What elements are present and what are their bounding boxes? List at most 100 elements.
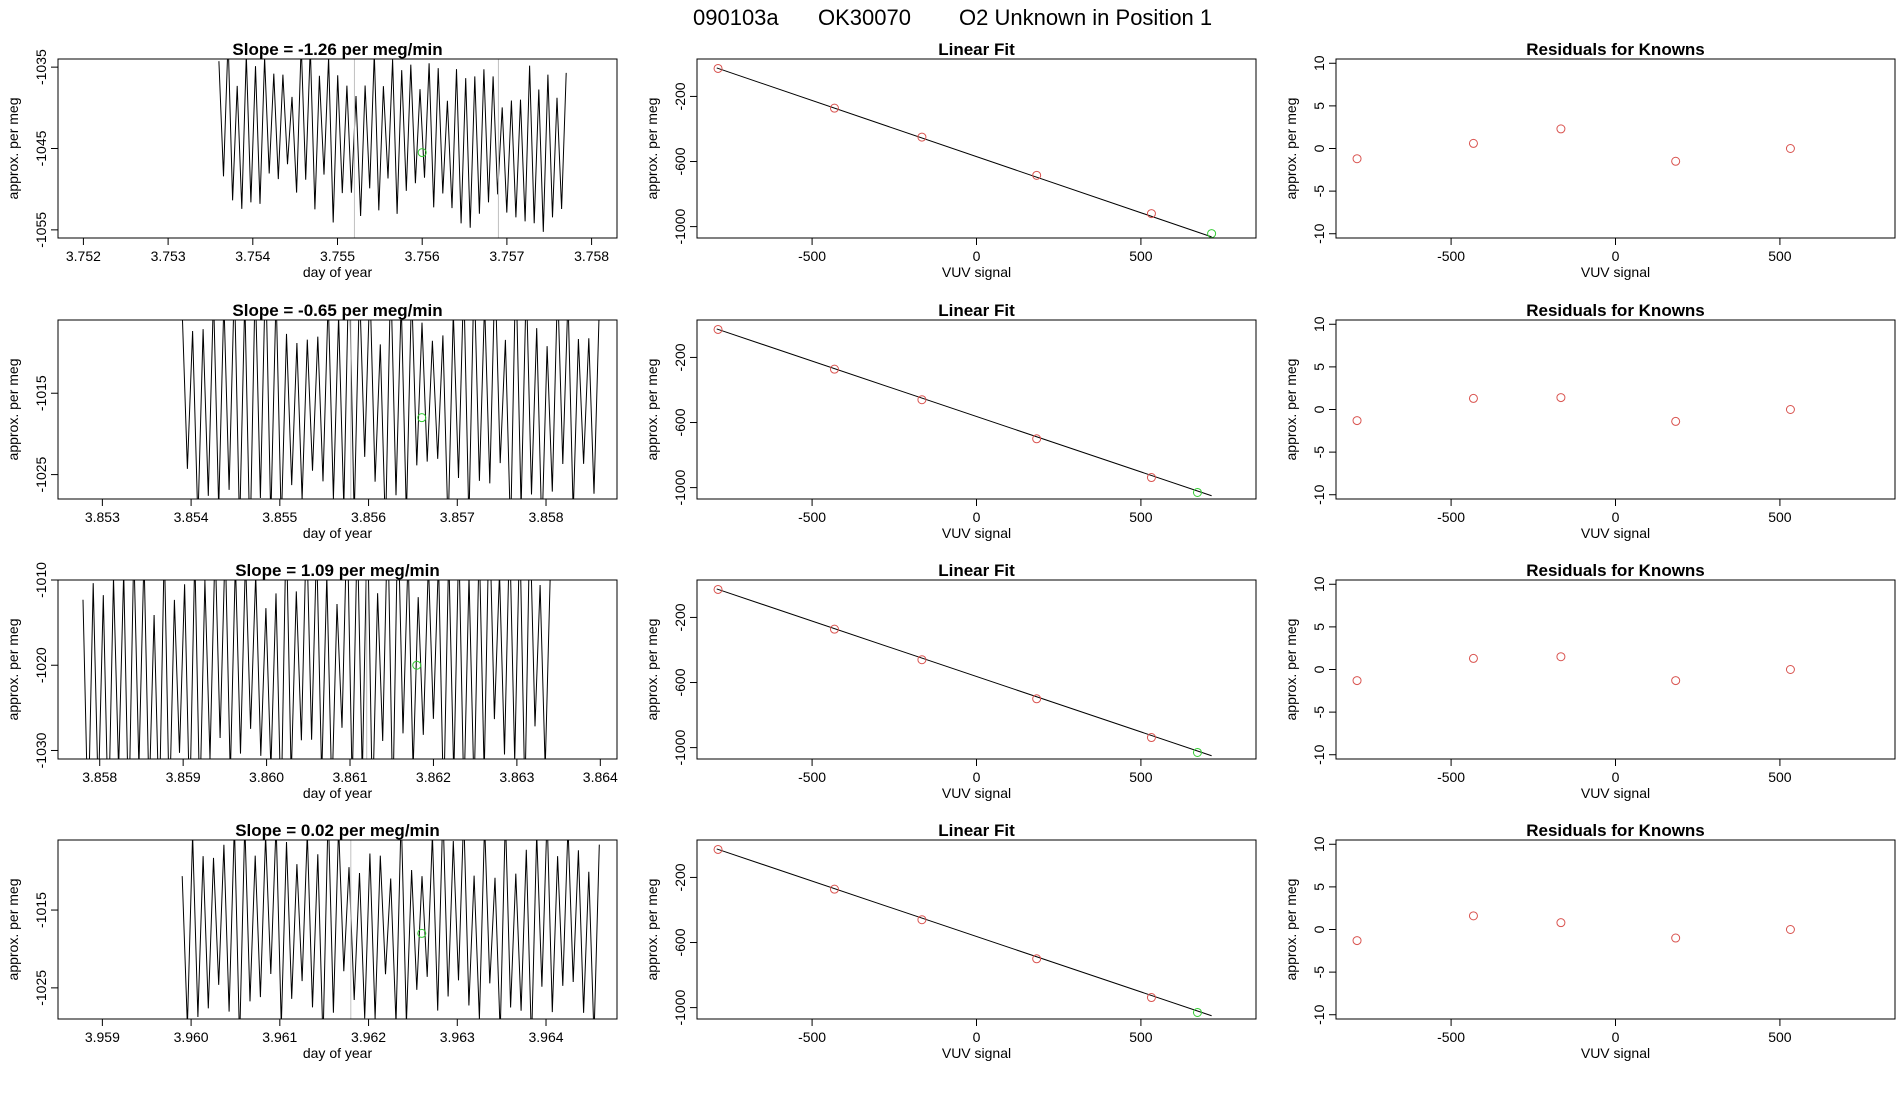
y-axis-label: approx. per meg: [5, 619, 21, 721]
panel-title: Slope = 1.09 per meg/min: [235, 561, 440, 580]
panel-title: Residuals for Knowns: [1526, 40, 1705, 59]
x-tick-label-4: 3.861: [332, 769, 367, 785]
known-point-1: [713, 844, 723, 854]
x-axis-label: VUV signal: [1581, 264, 1650, 280]
y-axis-label: approx. per meg: [5, 879, 21, 981]
y-tick-label-2: -1020: [33, 647, 49, 683]
known-point-5: [1146, 993, 1156, 1003]
y-axis-label: approx. per meg: [5, 98, 21, 200]
known-point-4: [1032, 694, 1042, 704]
panel-title: Slope = -0.65 per meg/min: [232, 301, 442, 320]
plot-area: [1352, 393, 1795, 426]
chart-panel-12: -500 0 500 -10 -5 0 5 10 Residuals for Knowns VUV…: [1283, 821, 1896, 1061]
y-tick-label-3: 0: [1311, 665, 1327, 673]
residual-point-4: [1671, 156, 1681, 166]
fit-line: [716, 588, 1212, 757]
y-tick-label-1: -1035: [33, 49, 49, 85]
x-tick-label-6: 3.863: [499, 769, 534, 785]
x-axis-label: VUV signal: [942, 525, 1011, 541]
y-tick-label-3: 0: [1311, 144, 1327, 152]
residual-point-5: [1785, 405, 1795, 414]
x-tick-label-3: 500: [1768, 509, 1792, 525]
x-axis-label: VUV signal: [942, 785, 1011, 801]
y-tick-label-2: -5: [1311, 185, 1327, 198]
y-tick-label-3: -1000: [672, 469, 688, 505]
y-tick-label-5: 10: [1311, 55, 1327, 71]
y-tick-label-2: -600: [672, 147, 688, 175]
chart-panel-4: 3.853 3.854 3.855 3.856 3.857 3.858 -1015 -1025…: [5, 301, 618, 541]
known-point-2: [829, 624, 839, 634]
known-point-4: [1032, 954, 1042, 964]
panel-title: Residuals for Knowns: [1526, 821, 1705, 840]
y-tick-label-3: -1000: [672, 208, 688, 244]
known-point-1: [713, 63, 723, 73]
x-axis-label: day of year: [303, 1045, 373, 1061]
plot-area: [181, 320, 600, 499]
header-description: O2 Unknown in Position 1: [959, 5, 1212, 30]
panel-title: Residuals for Knowns: [1526, 561, 1705, 580]
x-tick-label-1: -500: [1437, 769, 1465, 785]
header-sample-id: OK30070: [818, 5, 911, 30]
x-tick-label-4: 3.856: [351, 509, 386, 525]
residual-point-3: [1556, 124, 1566, 134]
fit-line: [716, 848, 1212, 1017]
y-axis-label: approx. per meg: [1283, 98, 1299, 200]
y-tick-label-2: -5: [1311, 706, 1327, 719]
chart-panel-6: -500 0 500 -10 -5 0 5 10 Residuals for Knowns VUV…: [1283, 301, 1896, 541]
chart-panel-8: -500 0 500 -200 -600 -1000 Linear Fit VUV signa…: [644, 561, 1257, 801]
plot-area: [1352, 911, 1795, 946]
y-tick-label-1: -200: [672, 82, 688, 110]
fit-line: [716, 67, 1212, 238]
panel-title: Linear Fit: [938, 40, 1015, 59]
x-tick-label-1: 3.959: [85, 1029, 120, 1045]
chart-panel-10: 3.959 3.960 3.961 3.962 3.963 3.964 -1015 -1025…: [5, 821, 618, 1061]
x-tick-label-3: 3.754: [235, 248, 270, 264]
y-tick-label-3: 0: [1311, 405, 1327, 413]
panel-title: Linear Fit: [938, 821, 1015, 840]
plot-area: [1352, 652, 1795, 686]
y-axis-label: approx. per meg: [644, 98, 660, 200]
known-point-1: [713, 324, 723, 334]
chart-panel-1: 3.752 3.753 3.754 3.755 3.756 3.757 3.758 -1035…: [5, 40, 618, 280]
y-tick-label-1: -1015: [33, 892, 49, 928]
x-tick-label-1: -500: [1437, 248, 1465, 264]
x-tick-label-3: 3.860: [249, 769, 284, 785]
y-tick-label-4: 5: [1311, 883, 1327, 891]
panel-title: Slope = -1.26 per meg/min: [232, 40, 442, 59]
known-point-4: [1032, 434, 1042, 444]
x-tick-label-5: 3.862: [416, 769, 451, 785]
y-axis-label: approx. per meg: [644, 619, 660, 721]
y-tick-label-5: 10: [1311, 836, 1327, 852]
y-axis-label: approx. per meg: [1283, 879, 1299, 981]
y-tick-label-1: -10: [1311, 744, 1327, 764]
y-axis-label: approx. per meg: [644, 359, 660, 461]
x-tick-label-1: -500: [798, 248, 826, 264]
x-axis-label: VUV signal: [942, 1045, 1011, 1061]
x-axis-label: day of year: [303, 785, 373, 801]
unknown-point: [417, 148, 427, 158]
y-tick-label-1: -10: [1311, 484, 1327, 504]
x-tick-label-1: -500: [798, 769, 826, 785]
panel-grid: 3.752 3.753 3.754 3.755 3.756 3.757 3.758 -1035…: [5, 40, 1896, 1061]
x-tick-label-3: 500: [1129, 509, 1153, 525]
y-axis-label: approx. per meg: [1283, 359, 1299, 461]
x-axis-label: VUV signal: [1581, 785, 1650, 801]
y-tick-label-2: -1025: [33, 970, 49, 1006]
x-axis-label: day of year: [303, 264, 373, 280]
y-tick-label-1: -1015: [33, 375, 49, 411]
fit-line: [716, 328, 1212, 497]
y-axis-label: approx. per meg: [5, 359, 21, 461]
x-tick-label-3: 3.961: [262, 1029, 297, 1045]
figure-header: 090103a OK30070 O2 Unknown in Position 1: [693, 5, 1212, 30]
unknown-point: [412, 660, 422, 670]
residual-point-3: [1556, 652, 1566, 662]
y-tick-label-1: -200: [672, 863, 688, 891]
x-tick-label-5: 3.756: [405, 248, 440, 264]
known-point-3: [917, 915, 927, 925]
x-tick-label-2: 0: [973, 1029, 981, 1045]
plot-area: [713, 844, 1212, 1017]
header-run-id: 090103a: [693, 5, 779, 30]
residual-point-4: [1671, 416, 1681, 426]
y-tick-label-2: -5: [1311, 446, 1327, 459]
